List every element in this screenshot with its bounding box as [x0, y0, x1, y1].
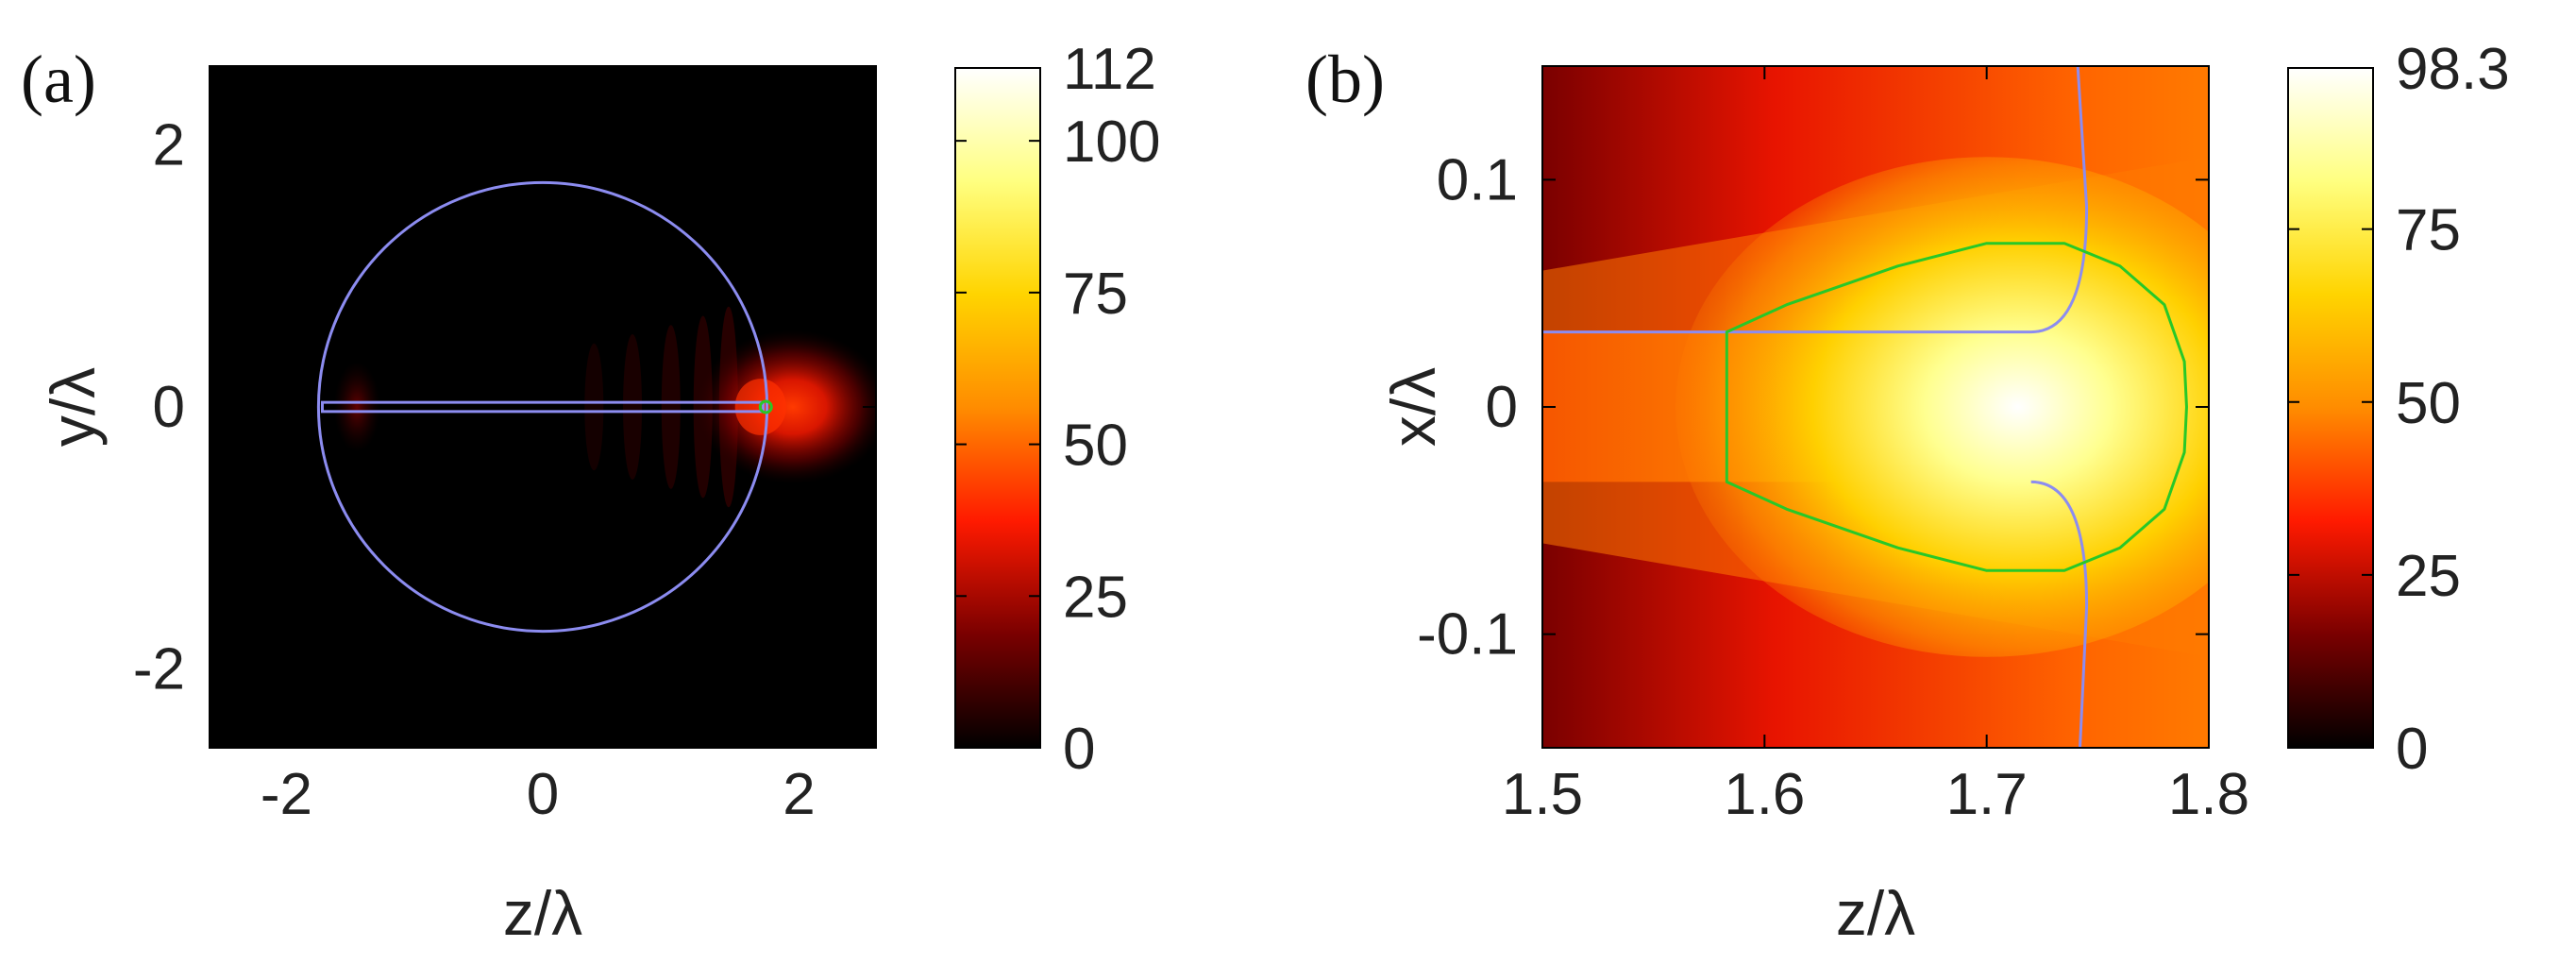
colorbar-tick-label: 75	[1063, 262, 1128, 327]
x-tick-label: 0	[527, 762, 559, 827]
colorbar-tick-label: 112	[1063, 37, 1156, 102]
contours	[316, 180, 773, 634]
slot-upper-contour	[1542, 66, 2089, 334]
colorbar-tick-label: 50	[2396, 371, 2461, 436]
axis-ticks: -2 0 2 -2 0 2	[133, 66, 876, 827]
axis-ticks: 1.5 1.6 1.7 1.8 0.1 0 -0.1	[1417, 66, 2249, 827]
contours	[1542, 66, 2188, 748]
x-axis-label: z/λ	[503, 878, 582, 948]
x-axis-label: z/λ	[1836, 878, 1915, 948]
hotspot-glow	[1675, 157, 2209, 657]
y-tick-label: -2	[133, 637, 185, 702]
y-axis-label: y/λ	[38, 367, 108, 447]
y-tick-label: 0	[153, 375, 185, 440]
x-tick-label: -2	[261, 762, 312, 827]
y-axis-label: x/λ	[1378, 367, 1448, 447]
colorbar-tick-label: 75	[2396, 198, 2461, 263]
fringe	[623, 334, 643, 480]
sphere-contour	[316, 180, 769, 634]
x-tick-label: 1.7	[1946, 762, 2028, 827]
y-tick-label: 0	[1486, 375, 1518, 440]
colorbar-a: 0 25 50 75 100 112	[954, 37, 1160, 782]
field-glow	[333, 306, 876, 508]
fringe	[584, 343, 604, 471]
panel-label: (b)	[1305, 42, 1385, 117]
colorbar-b: 0 25 50 75 98.3	[2287, 37, 2510, 782]
x-tick-label: 1.6	[1724, 762, 1805, 827]
colorbar-ticks: 0 25 50 75 100 112	[955, 37, 1160, 782]
colorbar-tick-label: 25	[1063, 565, 1128, 630]
colorbar-tick-label: 0	[1063, 717, 1095, 782]
colorbar	[954, 67, 1041, 749]
x-tick-label: 1.5	[1502, 762, 1583, 827]
panel-a: (a) -2 0 2 -2 0 2 z/λ y/λ	[21, 42, 877, 948]
panel-b: (b) 1.5 1.6 1.7 1.8 0.1 0 -0.1 z/λ x/λ	[1305, 42, 2249, 948]
y-tick-label: 2	[153, 112, 185, 178]
hotspot-contour	[1725, 242, 2188, 572]
colorbar-ticks: 0 25 50 75 98.3	[2288, 37, 2510, 782]
hotspot-contour	[758, 399, 773, 414]
colorbar	[2287, 67, 2374, 749]
y-tick-label: -0.1	[1417, 602, 1518, 668]
x-tick-label: 1.8	[2168, 762, 2249, 827]
colorbar-tick-label: 50	[1063, 414, 1128, 479]
colorbar-tick-label: 25	[2396, 544, 2461, 609]
fringe	[661, 325, 681, 489]
colorbar-tick-label: 98.3	[2396, 37, 2510, 102]
panel-label: (a)	[21, 42, 96, 117]
x-tick-label: 2	[783, 762, 815, 827]
slot-contour	[320, 400, 766, 414]
slot-lower-contour	[2030, 480, 2089, 748]
colorbar-tick-label: 100	[1063, 110, 1160, 175]
y-tick-label: 0.1	[1437, 147, 1518, 212]
colorbar-tick-label: 0	[2396, 717, 2428, 782]
hotspot-glow	[696, 330, 876, 484]
weak-lobe	[333, 362, 380, 452]
field-glow	[1542, 157, 2209, 657]
